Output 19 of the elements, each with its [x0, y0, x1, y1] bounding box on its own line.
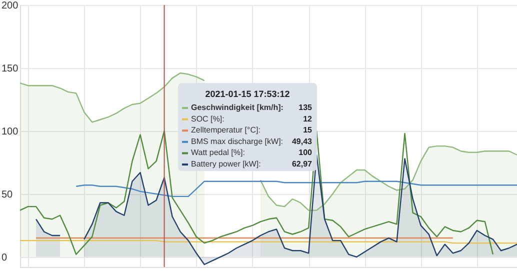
y-tick-label: 0 [2, 252, 8, 264]
y-tick-label: 200 [2, 0, 19, 12]
y-tick-label: 50 [2, 189, 14, 200]
annotation: 15 [303, 126, 313, 135]
legend-label: Battery power [kW]: [191, 160, 261, 168]
annotation: 62,97 [292, 160, 313, 168]
legend-label: SOC [%]: [191, 114, 224, 124]
y-tick-label: 150 [2, 63, 19, 74]
annotation: 12 [303, 114, 313, 124]
annotation: 49,43 [292, 136, 313, 146]
legend-label: Watt pedal [%]: [191, 148, 245, 158]
line-series [76, 180, 517, 198]
annotation: 2021-01-15 17:53:12 [205, 89, 290, 99]
legend-label: Zelltemperatur [°C]: [191, 126, 260, 135]
legend-label: BMS max discharge [kW]: [191, 136, 284, 146]
annotation: 100 [298, 148, 313, 158]
annotation: 135 [298, 103, 313, 112]
legend-label: Geschwindigkeit [km/h]: [191, 103, 284, 112]
y-tick-label: 100 [2, 126, 19, 138]
